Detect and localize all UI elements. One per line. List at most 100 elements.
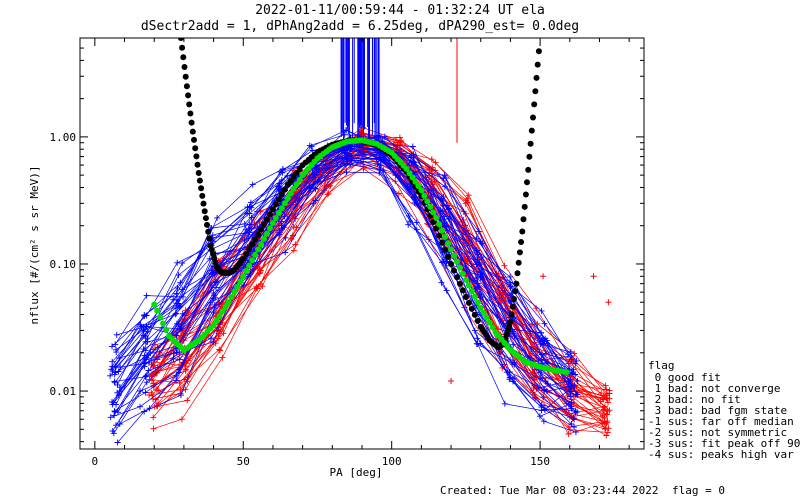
- data-marker: [316, 166, 323, 172]
- loss-cone-fit-point: [474, 317, 481, 324]
- plot-frame: [79, 37, 645, 450]
- data-marker: [534, 320, 541, 327]
- spectrum-line: [154, 168, 608, 433]
- data-marker: [111, 371, 118, 378]
- data-marker: [145, 359, 152, 366]
- model-fit-point: [231, 288, 238, 295]
- data-marker: [541, 320, 548, 327]
- model-fit-point: [278, 205, 285, 212]
- data-marker: [478, 254, 485, 260]
- y-axis-label: nflux [#/(cm² s sr MeV)]: [28, 166, 41, 325]
- data-marker: [409, 143, 416, 150]
- loss-cone-fit-point: [269, 206, 276, 213]
- loss-cone-fit-point: [202, 215, 209, 222]
- model-fit-point: [465, 282, 472, 289]
- data-marker: [511, 375, 518, 382]
- data-marker: [292, 241, 299, 248]
- data-marker: [312, 171, 319, 178]
- data-marker: [407, 185, 414, 192]
- model-fit-point: [486, 319, 493, 326]
- created-footer: Created: Tue Mar 08 03:23:44 2022: [440, 484, 659, 497]
- flag-value: flag = 0: [672, 484, 725, 497]
- loss-cone-fit-point: [454, 274, 460, 281]
- loss-cone-fit-point: [508, 311, 515, 318]
- spectrum-line: [155, 148, 606, 429]
- data-marker: [432, 159, 439, 166]
- data-marker: [566, 401, 573, 408]
- data-marker: [341, 144, 347, 151]
- loss-cone-fit-point: [196, 177, 203, 184]
- loss-cone-fit-point: [465, 299, 472, 306]
- model-fit-point: [275, 210, 282, 216]
- outlier-marker: [448, 377, 455, 384]
- data-marker: [528, 350, 535, 357]
- data-marker: [347, 152, 354, 159]
- data-marker: [347, 161, 354, 168]
- data-marker: [248, 214, 255, 221]
- data-marker: [604, 418, 611, 425]
- data-marker: [465, 192, 472, 199]
- data-marker: [570, 368, 577, 375]
- model-fit-point: [436, 221, 443, 228]
- data-marker: [541, 406, 548, 413]
- chart-title: 2022-01-11/00:59:44 - 01:32:24 UT ela: [255, 3, 545, 18]
- data-marker: [479, 271, 486, 278]
- data-marker: [282, 249, 289, 256]
- loss-cone-fit-point: [272, 201, 279, 208]
- data-marker: [571, 424, 578, 430]
- data-marker: [172, 305, 179, 311]
- data-marker: [501, 400, 508, 407]
- data-marker: [210, 271, 217, 278]
- spectrum-line: [157, 161, 607, 425]
- loss-cone-fit-point: [185, 92, 192, 99]
- data-marker: [568, 421, 575, 427]
- data-marker: [396, 134, 403, 141]
- model-fit-point: [249, 257, 256, 264]
- data-marker: [603, 391, 610, 398]
- data-marker: [109, 367, 116, 374]
- data-marker: [142, 389, 149, 396]
- data-marker: [568, 405, 575, 412]
- model-fit-point: [412, 178, 419, 185]
- loss-cone-fit-point: [471, 311, 478, 318]
- data-marker: [478, 265, 485, 272]
- data-marker: [173, 290, 180, 297]
- model-fit-point: [261, 235, 267, 242]
- data-marker: [538, 356, 545, 363]
- data-marker: [464, 195, 471, 202]
- model-fit-point: [415, 183, 422, 189]
- data-marker: [538, 329, 545, 336]
- loss-cone-fit-point: [462, 294, 469, 300]
- model-fit-point: [216, 313, 223, 319]
- model-fit-point: [246, 262, 253, 269]
- legend-entry: 0 good fit: [648, 371, 721, 384]
- data-marker: [173, 332, 180, 339]
- x-tick-label: 0: [92, 455, 99, 468]
- data-marker: [542, 350, 549, 357]
- model-fit-point: [457, 264, 463, 271]
- data-marker: [573, 391, 580, 398]
- data-marker: [535, 357, 542, 364]
- data-marker: [473, 235, 480, 242]
- model-fit-point: [234, 283, 241, 290]
- data-marker: [284, 172, 291, 179]
- loss-cone-fit-point: [445, 253, 452, 260]
- model-fit-point: [293, 181, 300, 188]
- loss-cone-fit-point: [195, 170, 202, 176]
- model-fit-point: [243, 267, 250, 274]
- axis-layer: 0 50 100 150 0.01 0.10 1.00: [50, 37, 644, 468]
- data-marker: [143, 292, 150, 299]
- legend-entry: 1 bad: not converge: [648, 382, 780, 395]
- data-marker: [501, 262, 508, 269]
- data-marker: [176, 380, 183, 386]
- spectrum-line: [114, 153, 576, 414]
- data-marker: [506, 369, 513, 375]
- data-marker: [605, 399, 611, 406]
- data-marker: [545, 380, 551, 387]
- data-marker: [570, 415, 577, 421]
- data-marker: [445, 216, 452, 222]
- loss-cone-fit-point: [206, 235, 213, 242]
- data-marker: [111, 378, 118, 385]
- data-marker: [343, 150, 350, 157]
